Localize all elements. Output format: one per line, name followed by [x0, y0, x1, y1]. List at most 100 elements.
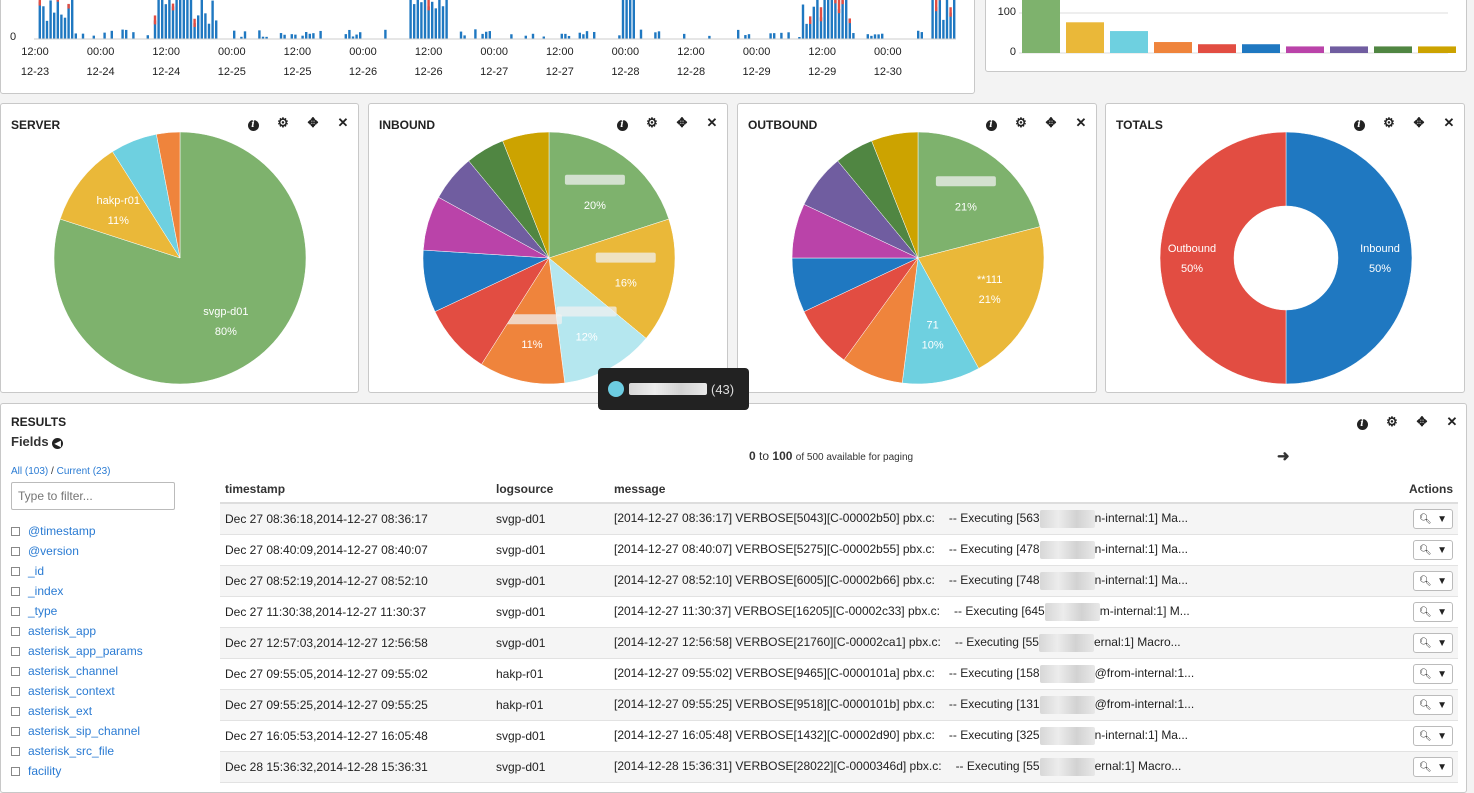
field-name[interactable]: @version [28, 541, 79, 561]
field-list-item[interactable]: asterisk_app_params [11, 641, 143, 661]
row-actions-button[interactable]: 🔍︎▼ [1413, 571, 1453, 591]
field-list-item[interactable]: asterisk_sip_channel [11, 721, 143, 741]
field-name[interactable]: asterisk_ext [28, 701, 92, 721]
histogram-bar-stack [57, 0, 59, 2]
field-list-item[interactable]: @version [11, 541, 143, 561]
row-actions-button[interactable]: 🔍︎▼ [1413, 509, 1453, 529]
field-list-item[interactable]: _index [11, 581, 143, 601]
field-checkbox[interactable] [11, 587, 20, 596]
message-text: [2014-12-27 09:55:25] VERBOSE[9518][C-00… [614, 697, 935, 711]
cell-timestamp: Dec 27 08:52:19,2014-12-27 08:52:10 [220, 566, 491, 597]
field-checkbox[interactable] [11, 747, 20, 756]
next-page-arrow-icon[interactable]: ➜ [1277, 447, 1290, 465]
field-checkbox[interactable] [11, 627, 20, 636]
cell-actions: 🔍︎▼ [1388, 503, 1458, 535]
histogram-bar [258, 30, 260, 39]
field-name[interactable]: asterisk_app [28, 621, 96, 641]
cell-logsource: svgp-d01 [491, 597, 609, 628]
timeline-tick-time: 00:00 [338, 46, 388, 58]
field-list-item[interactable]: facility [11, 761, 143, 781]
row-actions-button[interactable]: 🔍︎▼ [1413, 695, 1453, 715]
field-list-item[interactable]: @timestamp [11, 521, 143, 541]
chevron-left-icon[interactable]: ◀ [52, 438, 63, 449]
current-fields-link[interactable]: Current (23) [57, 466, 111, 477]
histogram-bar [841, 0, 843, 39]
row-actions-button[interactable]: 🔍︎▼ [1413, 664, 1453, 684]
field-checkbox[interactable] [11, 727, 20, 736]
slice-percent-label: 20% [584, 200, 606, 212]
message-text: [2014-12-27 16:05:48] VERBOSE[1432][C-00… [614, 728, 935, 742]
histogram-bar [633, 0, 635, 39]
histogram-bar [111, 31, 113, 39]
histogram-bar [355, 35, 357, 39]
term-bar [1286, 46, 1324, 53]
redacted-text [1045, 603, 1100, 621]
timeline-tick-date: 12-28 [666, 66, 716, 78]
row-actions-button[interactable]: 🔍︎▼ [1413, 633, 1453, 653]
timeline-tick-date: 12-29 [732, 66, 782, 78]
field-filter-input[interactable] [11, 482, 175, 510]
results-table: timestamp logsource message Actions Dec … [220, 475, 1458, 783]
cell-message: [2014-12-28 15:36:31] VERBOSE[28022][C-0… [609, 752, 1388, 783]
field-name[interactable]: asterisk_sip_channel [28, 721, 140, 741]
move-icon[interactable]: ✥ [1407, 414, 1437, 430]
row-actions-button[interactable]: 🔍︎▼ [1413, 540, 1453, 560]
field-checkbox[interactable] [11, 607, 20, 616]
field-list-item[interactable]: _type [11, 601, 143, 621]
field-list-item[interactable]: asterisk_context [11, 681, 143, 701]
cell-actions: 🔍︎▼ [1388, 659, 1458, 690]
field-checkbox[interactable] [11, 667, 20, 676]
field-name[interactable]: _type [28, 601, 57, 621]
field-list-item[interactable]: _id [11, 561, 143, 581]
field-checkbox[interactable] [11, 527, 20, 536]
field-name[interactable]: asterisk_app_params [28, 641, 143, 661]
field-list-item[interactable]: asterisk_src_file [11, 741, 143, 761]
field-name[interactable]: asterisk_channel [28, 661, 118, 681]
info-icon[interactable]: i [1347, 414, 1377, 430]
cell-actions: 🔍︎▼ [1388, 535, 1458, 566]
field-checkbox[interactable] [11, 547, 20, 556]
column-header-message[interactable]: message [609, 475, 1388, 503]
timeline-tick-time: 00:00 [469, 46, 519, 58]
histogram-bar [953, 0, 955, 39]
field-name[interactable]: @timestamp [28, 521, 96, 541]
slice-percent-label: 21% [979, 294, 1001, 306]
histogram-bar [780, 33, 782, 39]
gear-icon[interactable]: ⚙ [1377, 414, 1407, 430]
field-list-item[interactable]: asterisk_channel [11, 661, 143, 681]
row-actions-button[interactable]: 🔍︎▼ [1413, 602, 1453, 622]
search-icon: 🔍︎ [1419, 731, 1432, 742]
field-checkbox[interactable] [11, 767, 20, 776]
fields-heading[interactable]: Fields ◀ [11, 434, 63, 449]
histogram-bar [813, 7, 815, 39]
field-name[interactable]: asterisk_context [28, 681, 115, 701]
field-checkbox[interactable] [11, 687, 20, 696]
field-name[interactable]: _id [28, 561, 44, 581]
all-fields-link[interactable]: All (103) [11, 466, 48, 477]
close-icon[interactable]: ✕ [1437, 414, 1467, 430]
row-actions-button[interactable]: 🔍︎▼ [1413, 757, 1453, 777]
field-list-item[interactable]: asterisk_ext [11, 701, 143, 721]
histogram-bar-stack [935, 0, 937, 11]
column-header-logsource[interactable]: logsource [491, 475, 609, 503]
field-name[interactable]: facility [28, 761, 61, 781]
field-name[interactable]: asterisk_src_file [28, 741, 114, 761]
field-checkbox[interactable] [11, 567, 20, 576]
field-list-item[interactable]: asterisk_app [11, 621, 143, 641]
histogram-bar [168, 0, 170, 39]
field-name[interactable]: _index [28, 581, 63, 601]
field-checkbox[interactable] [11, 647, 20, 656]
row-actions-button[interactable]: 🔍︎▼ [1413, 726, 1453, 746]
histogram-bar [413, 4, 415, 39]
column-header-timestamp[interactable]: timestamp [220, 475, 491, 503]
field-checkbox[interactable] [11, 707, 20, 716]
